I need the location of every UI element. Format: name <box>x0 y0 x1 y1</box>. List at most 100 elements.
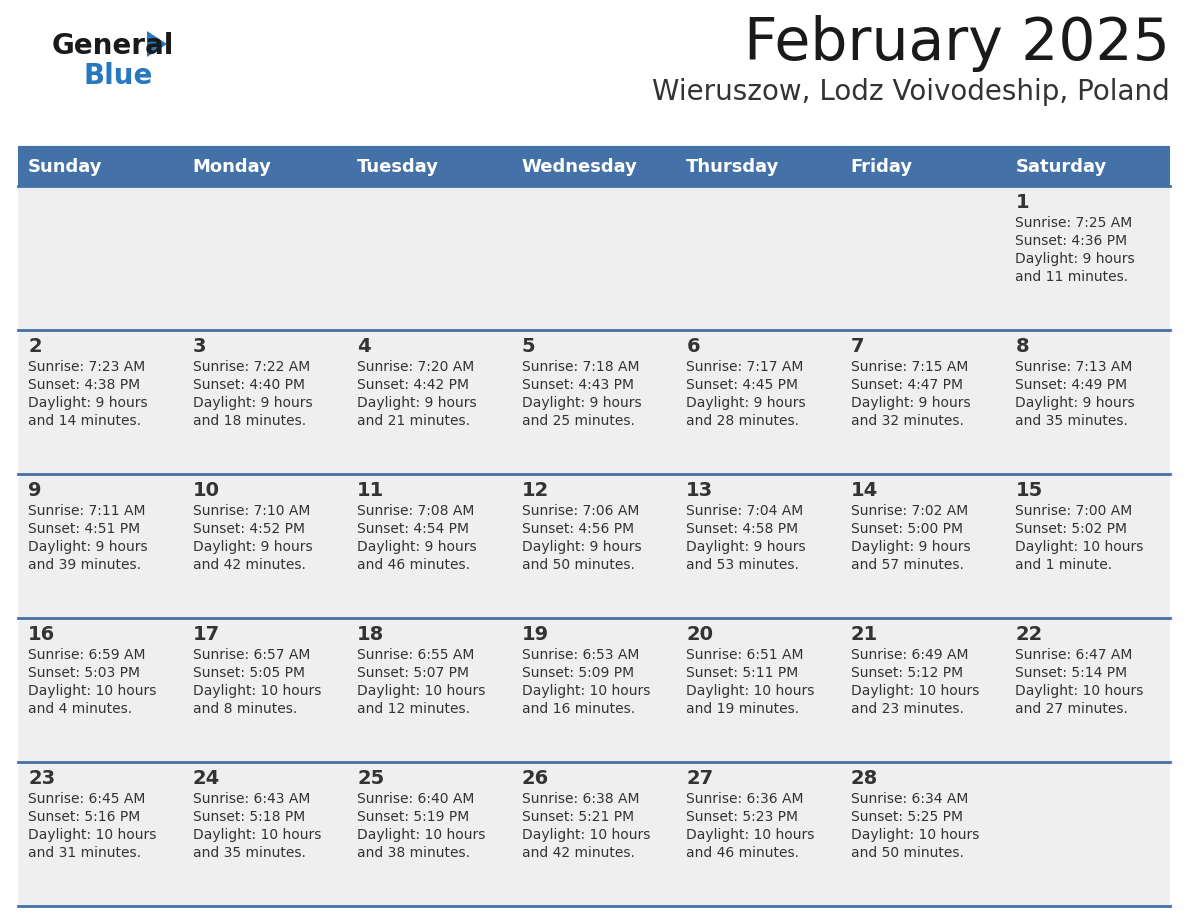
Text: Wednesday: Wednesday <box>522 158 638 176</box>
Text: Daylight: 10 hours
and 50 minutes.: Daylight: 10 hours and 50 minutes. <box>851 828 979 860</box>
Text: 26: 26 <box>522 769 549 788</box>
Text: Sunrise: 7:00 AM: Sunrise: 7:00 AM <box>1016 504 1132 518</box>
Text: Daylight: 9 hours
and 35 minutes.: Daylight: 9 hours and 35 minutes. <box>1016 396 1135 429</box>
Text: Sunrise: 6:49 AM: Sunrise: 6:49 AM <box>851 648 968 662</box>
Text: Thursday: Thursday <box>687 158 779 176</box>
Text: 17: 17 <box>192 625 220 644</box>
Text: Sunrise: 7:10 AM: Sunrise: 7:10 AM <box>192 504 310 518</box>
Text: Sunset: 4:47 PM: Sunset: 4:47 PM <box>851 378 962 392</box>
Text: Daylight: 10 hours
and 12 minutes.: Daylight: 10 hours and 12 minutes. <box>358 684 486 716</box>
Text: 4: 4 <box>358 337 371 356</box>
Text: Daylight: 10 hours
and 23 minutes.: Daylight: 10 hours and 23 minutes. <box>851 684 979 716</box>
Text: Daylight: 10 hours
and 16 minutes.: Daylight: 10 hours and 16 minutes. <box>522 684 650 716</box>
Text: Sunrise: 7:18 AM: Sunrise: 7:18 AM <box>522 360 639 374</box>
Text: Sunset: 5:11 PM: Sunset: 5:11 PM <box>687 666 798 680</box>
Text: Tuesday: Tuesday <box>358 158 440 176</box>
Bar <box>18 330 1170 474</box>
Text: 9: 9 <box>29 481 42 500</box>
Text: Daylight: 9 hours
and 32 minutes.: Daylight: 9 hours and 32 minutes. <box>851 396 971 429</box>
Text: 8: 8 <box>1016 337 1029 356</box>
Text: Sunrise: 6:38 AM: Sunrise: 6:38 AM <box>522 792 639 806</box>
Text: Daylight: 10 hours
and 8 minutes.: Daylight: 10 hours and 8 minutes. <box>192 684 321 716</box>
Text: Daylight: 9 hours
and 14 minutes.: Daylight: 9 hours and 14 minutes. <box>29 396 147 429</box>
Text: 28: 28 <box>851 769 878 788</box>
Bar <box>18 186 1170 330</box>
Text: Sunset: 4:52 PM: Sunset: 4:52 PM <box>192 522 304 536</box>
Bar <box>18 474 1170 618</box>
Text: Sunset: 5:05 PM: Sunset: 5:05 PM <box>192 666 304 680</box>
Text: Daylight: 10 hours
and 19 minutes.: Daylight: 10 hours and 19 minutes. <box>687 684 815 716</box>
Text: Daylight: 9 hours
and 42 minutes.: Daylight: 9 hours and 42 minutes. <box>192 540 312 573</box>
Text: Sunrise: 6:43 AM: Sunrise: 6:43 AM <box>192 792 310 806</box>
Text: Sunrise: 7:06 AM: Sunrise: 7:06 AM <box>522 504 639 518</box>
Text: Sunset: 5:21 PM: Sunset: 5:21 PM <box>522 810 634 824</box>
Text: Sunrise: 7:15 AM: Sunrise: 7:15 AM <box>851 360 968 374</box>
Text: Sunset: 4:45 PM: Sunset: 4:45 PM <box>687 378 798 392</box>
Text: Sunset: 4:56 PM: Sunset: 4:56 PM <box>522 522 634 536</box>
Text: Blue: Blue <box>84 62 153 90</box>
Text: Sunday: Sunday <box>29 158 102 176</box>
Bar <box>18 148 1170 186</box>
Text: Sunrise: 6:36 AM: Sunrise: 6:36 AM <box>687 792 804 806</box>
Text: Sunrise: 6:34 AM: Sunrise: 6:34 AM <box>851 792 968 806</box>
Text: 25: 25 <box>358 769 385 788</box>
Text: 18: 18 <box>358 625 385 644</box>
Text: Sunset: 5:19 PM: Sunset: 5:19 PM <box>358 810 469 824</box>
Text: Sunset: 5:02 PM: Sunset: 5:02 PM <box>1016 522 1127 536</box>
Text: Sunset: 4:38 PM: Sunset: 4:38 PM <box>29 378 140 392</box>
Text: Sunset: 5:16 PM: Sunset: 5:16 PM <box>29 810 140 824</box>
Text: Sunset: 4:43 PM: Sunset: 4:43 PM <box>522 378 633 392</box>
Text: 2: 2 <box>29 337 42 356</box>
Text: February 2025: February 2025 <box>744 15 1170 72</box>
Text: Sunrise: 7:13 AM: Sunrise: 7:13 AM <box>1016 360 1133 374</box>
Text: Sunrise: 7:22 AM: Sunrise: 7:22 AM <box>192 360 310 374</box>
Text: Sunset: 5:07 PM: Sunset: 5:07 PM <box>358 666 469 680</box>
Text: Monday: Monday <box>192 158 271 176</box>
Text: Sunrise: 6:55 AM: Sunrise: 6:55 AM <box>358 648 474 662</box>
Text: Sunrise: 6:47 AM: Sunrise: 6:47 AM <box>1016 648 1133 662</box>
Text: Sunset: 5:23 PM: Sunset: 5:23 PM <box>687 810 798 824</box>
Text: Daylight: 9 hours
and 53 minutes.: Daylight: 9 hours and 53 minutes. <box>687 540 805 573</box>
Text: 23: 23 <box>29 769 55 788</box>
Text: 3: 3 <box>192 337 206 356</box>
Text: Sunrise: 7:25 AM: Sunrise: 7:25 AM <box>1016 216 1132 230</box>
Text: Sunset: 5:12 PM: Sunset: 5:12 PM <box>851 666 963 680</box>
Text: Daylight: 9 hours
and 11 minutes.: Daylight: 9 hours and 11 minutes. <box>1016 252 1135 285</box>
Text: Daylight: 10 hours
and 38 minutes.: Daylight: 10 hours and 38 minutes. <box>358 828 486 860</box>
Text: 16: 16 <box>29 625 56 644</box>
Text: Daylight: 9 hours
and 18 minutes.: Daylight: 9 hours and 18 minutes. <box>192 396 312 429</box>
Text: Sunset: 4:36 PM: Sunset: 4:36 PM <box>1016 234 1127 248</box>
Text: Sunrise: 7:23 AM: Sunrise: 7:23 AM <box>29 360 145 374</box>
Text: Sunset: 5:25 PM: Sunset: 5:25 PM <box>851 810 962 824</box>
Text: Daylight: 10 hours
and 4 minutes.: Daylight: 10 hours and 4 minutes. <box>29 684 157 716</box>
Text: 22: 22 <box>1016 625 1043 644</box>
Text: 1: 1 <box>1016 193 1029 212</box>
Text: Sunrise: 6:59 AM: Sunrise: 6:59 AM <box>29 648 145 662</box>
Polygon shape <box>147 31 168 57</box>
Text: 13: 13 <box>687 481 714 500</box>
Text: Daylight: 10 hours
and 31 minutes.: Daylight: 10 hours and 31 minutes. <box>29 828 157 860</box>
Text: Daylight: 10 hours
and 46 minutes.: Daylight: 10 hours and 46 minutes. <box>687 828 815 860</box>
Text: 20: 20 <box>687 625 713 644</box>
Text: 11: 11 <box>358 481 385 500</box>
Text: Daylight: 9 hours
and 28 minutes.: Daylight: 9 hours and 28 minutes. <box>687 396 805 429</box>
Text: Sunset: 5:09 PM: Sunset: 5:09 PM <box>522 666 634 680</box>
Text: Sunrise: 7:11 AM: Sunrise: 7:11 AM <box>29 504 145 518</box>
Text: Sunset: 4:40 PM: Sunset: 4:40 PM <box>192 378 304 392</box>
Text: Sunrise: 6:40 AM: Sunrise: 6:40 AM <box>358 792 474 806</box>
Text: Daylight: 9 hours
and 25 minutes.: Daylight: 9 hours and 25 minutes. <box>522 396 642 429</box>
Text: 12: 12 <box>522 481 549 500</box>
Text: Daylight: 9 hours
and 46 minutes.: Daylight: 9 hours and 46 minutes. <box>358 540 476 573</box>
Text: 5: 5 <box>522 337 536 356</box>
Text: 10: 10 <box>192 481 220 500</box>
Text: Daylight: 10 hours
and 42 minutes.: Daylight: 10 hours and 42 minutes. <box>522 828 650 860</box>
Text: Sunrise: 6:57 AM: Sunrise: 6:57 AM <box>192 648 310 662</box>
Text: Wieruszow, Lodz Voivodeship, Poland: Wieruszow, Lodz Voivodeship, Poland <box>652 78 1170 106</box>
Text: 19: 19 <box>522 625 549 644</box>
Text: Daylight: 10 hours
and 1 minute.: Daylight: 10 hours and 1 minute. <box>1016 540 1144 573</box>
Text: Sunset: 4:51 PM: Sunset: 4:51 PM <box>29 522 140 536</box>
Text: Daylight: 9 hours
and 21 minutes.: Daylight: 9 hours and 21 minutes. <box>358 396 476 429</box>
Text: Sunset: 4:42 PM: Sunset: 4:42 PM <box>358 378 469 392</box>
Text: Sunset: 5:14 PM: Sunset: 5:14 PM <box>1016 666 1127 680</box>
Text: Friday: Friday <box>851 158 914 176</box>
